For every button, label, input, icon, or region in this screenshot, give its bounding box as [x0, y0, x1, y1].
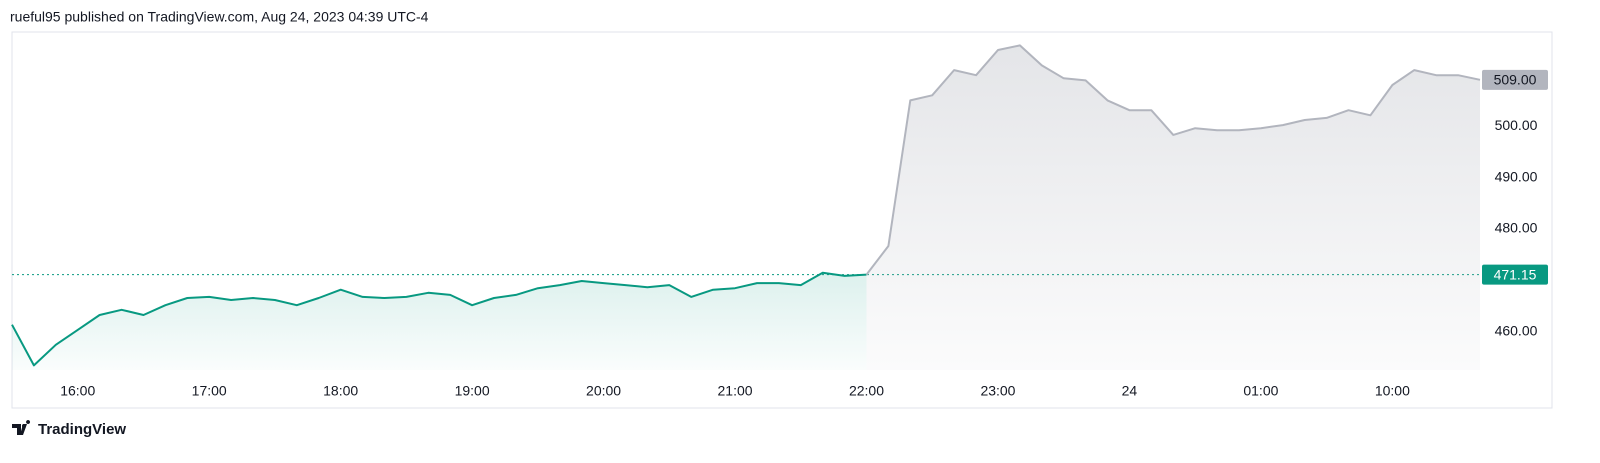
- header: rueful95 published on TradingView.com, A…: [10, 9, 429, 25]
- x-tick-label: 19:00: [455, 383, 490, 399]
- logo: [12, 420, 31, 435]
- area: [12, 272, 867, 370]
- x-tick-label: 16:00: [60, 383, 95, 399]
- x-tick-label: 22:00: [849, 383, 884, 399]
- x-tick-label: 10:00: [1375, 383, 1410, 399]
- y-tick-label: 500.00: [1495, 117, 1538, 133]
- line: [11, 271, 867, 367]
- area: [866, 45, 1480, 371]
- line: [865, 44, 1481, 276]
- x-tick-label: 01:00: [1243, 383, 1278, 399]
- x-tick-label: 23:00: [980, 383, 1015, 399]
- y-tick-label: 460.00: [1495, 323, 1538, 339]
- chart-frame: [11, 31, 1553, 409]
- y-tick-label: 490.00: [1495, 168, 1538, 184]
- price-label-bg: [1482, 69, 1548, 90]
- price-label: 471.15: [1494, 266, 1537, 282]
- price-label: 509.00: [1494, 72, 1537, 88]
- x-tick-label: 18:00: [323, 383, 358, 399]
- x-tick-label: 21:00: [718, 383, 753, 399]
- footer-logo: TradingView: [38, 421, 126, 438]
- x-tick-label: 20:00: [586, 383, 621, 399]
- price-label-bg: [1482, 264, 1548, 285]
- x-tick-label: 24: [1122, 383, 1138, 399]
- x-tick-label: 17:00: [192, 383, 227, 399]
- y-tick-label: 480.00: [1495, 220, 1538, 236]
